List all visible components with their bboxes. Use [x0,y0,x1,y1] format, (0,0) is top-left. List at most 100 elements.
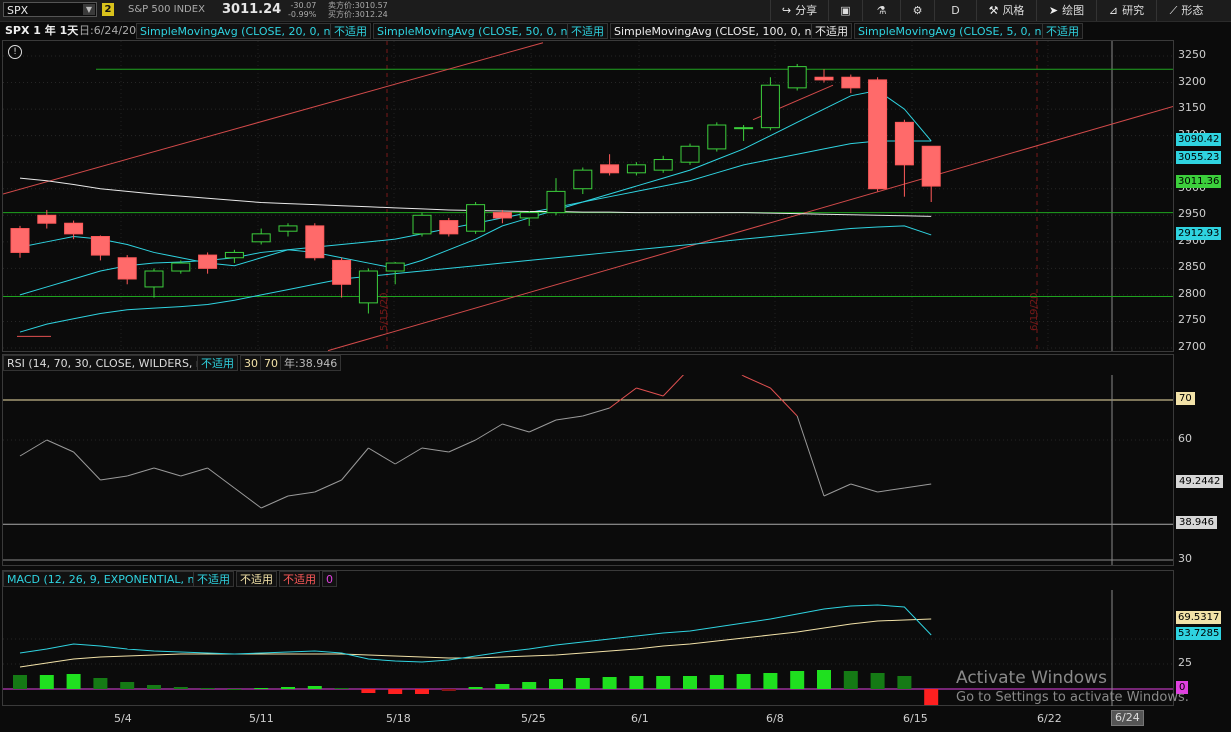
rsi-header: RSI (14, 70, 30, CLOSE, WILDERS, no) 不适用… [3,355,1173,373]
rsi-line-segment [153,467,181,477]
macd-histogram-bar [93,678,108,689]
candle-body [600,164,620,174]
bid-value: 卖方价:3010.57 [328,1,388,10]
rsi-line-segment [394,447,423,465]
rsi-line-segment [582,407,610,417]
macd-histogram-bar [254,688,269,689]
style-label: 风格 [1002,4,1025,17]
candle-body [841,76,861,89]
candle-body [707,124,727,150]
macd-histogram-bar [173,687,188,689]
chevron-down-icon[interactable]: ▼ [83,4,95,15]
rsi-line-segment [314,479,342,493]
macd-histogram-bar [147,685,161,689]
candle-body [251,233,271,243]
rsi-ob: 30 [240,355,262,371]
candle-body [546,190,566,214]
sma20-value: 不适用 [330,23,371,39]
macd-header: MACD (12, 26, 9, EXPONENTIAL, no) 不适用 不适… [3,571,1173,589]
bid-ask: 卖方价:3010.57 买方价:3012.24 [328,1,388,19]
rsi-label[interactable]: RSI (14, 70, 30, CLOSE, WILDERS, no) [3,355,218,371]
macd-histogram-bar [415,689,429,694]
macd-line [19,604,932,663]
price-marker: 3090.42 [1176,132,1222,146]
rsi-line-segment [421,447,449,453]
macd-histogram-bar [388,689,403,694]
price-tick-label: 3150 [1178,101,1206,115]
drawing-button[interactable]: ➤ 绘图 [1036,0,1096,21]
symbol-input[interactable]: SPX ▼ [3,2,97,17]
aggregation-button[interactable]: D [934,0,976,21]
settings-button[interactable]: ⚙ [900,0,934,21]
rsi-axis: 70 60 49.2442 38.946 30 [1174,354,1231,566]
rsi-os: 70 [260,355,282,371]
price-tick-label: 3200 [1178,74,1206,88]
candle-body [224,251,244,259]
flask-button[interactable]: ⚗ [862,0,900,21]
candle-body [305,225,325,259]
candle-body [37,214,57,224]
price-marker: 3011.36 [1176,174,1222,188]
macd-histogram-bar [924,689,939,705]
price-panel[interactable]: 5/15/20 6/19/20 ! [2,40,1174,352]
candle-body [117,257,137,280]
macd-chart[interactable] [3,590,1173,706]
price-tick-label: 3250 [1178,48,1206,61]
macd-histogram-bar [549,679,563,689]
macd-panel[interactable]: MACD (12, 26, 9, EXPONENTIAL, no) 不适用 不适… [2,570,1174,706]
study-bar: SPX 1 年 1天 日:6/24/20 SimpleMovingAvg (CL… [2,22,1228,40]
rsi-chart[interactable] [3,375,1173,565]
price-tick-label: 2950 [1178,207,1206,221]
pattern-icon: ⟋ [1169,4,1178,17]
sma5-label[interactable]: SimpleMovingAvg (CLOSE, 5, 0, no) [854,23,1057,39]
macd-signal-line [19,618,932,668]
period-label[interactable]: SPX 1 年 1天 [5,24,79,37]
drawing-label: 绘图 [1062,4,1085,17]
calendar-button[interactable]: ▣ [828,0,862,21]
rsi-line-segment [100,475,128,481]
macd-histogram-bar [227,689,242,690]
watermark-subtitle: Go to Settings to activate Windows. [956,690,1189,705]
change-pct: -0.99% [288,10,317,19]
ask-value: 买方价:3012.24 [328,10,388,19]
rsi-line-segment [260,495,289,509]
rsi-line-segment [823,483,852,497]
candle-body [653,159,673,171]
symbol-value: SPX [7,4,29,17]
style-button[interactable]: ⚒ 风格 [976,0,1036,21]
candle-body [412,214,432,235]
rsi-value: 不适用 [197,355,238,371]
candle-body [519,212,539,219]
macd-histogram-bar [790,671,805,689]
rsi-line-segment [636,387,664,397]
rsi-line-segment [796,415,825,497]
sma20-label[interactable]: SimpleMovingAvg (CLOSE, 20, 0, no) [136,23,346,39]
share-button[interactable]: ↪ 分享 [770,0,828,21]
price-tick-label: 2750 [1178,313,1206,327]
candle-body [868,79,888,190]
time-tick-label: 5/11 [249,712,274,725]
price-chart[interactable]: 5/15/20 6/19/20 [3,41,1173,351]
macd-histogram-bar [441,689,456,691]
rsi-marker: 38.946 [1176,516,1217,530]
sma50-label[interactable]: SimpleMovingAvg (CLOSE, 50, 0, no) [373,23,583,39]
macd-label[interactable]: MACD (12, 26, 9, EXPONENTIAL, no) [3,571,210,587]
sma100-label[interactable]: SimpleMovingAvg (CLOSE, 100, 0, no) [610,23,827,39]
rsi-line-segment [234,487,262,509]
rsi-panel[interactable]: RSI (14, 70, 30, CLOSE, WILDERS, no) 不适用… [2,354,1174,566]
sma50-value: 不适用 [567,23,608,39]
alert-icon[interactable]: ! [8,45,22,59]
studies-button[interactable]: ⊿ 研究 [1096,0,1156,21]
macd-histogram-bar [897,676,912,689]
candle-body [492,212,512,219]
date-label: 日:6/24/20 [79,24,137,37]
sma5-value: 不适用 [1042,23,1083,39]
link-badge[interactable]: 2 [102,3,114,16]
patterns-button[interactable]: ⟋ 形态 [1156,0,1216,21]
macd-histogram-bar [763,673,778,689]
price-tick-label: 2800 [1178,286,1206,300]
time-tick-label: 6/8 [766,712,784,725]
rsi-line-segment [287,491,315,497]
macd-histogram-bar [120,682,135,689]
candle-body [64,222,84,235]
